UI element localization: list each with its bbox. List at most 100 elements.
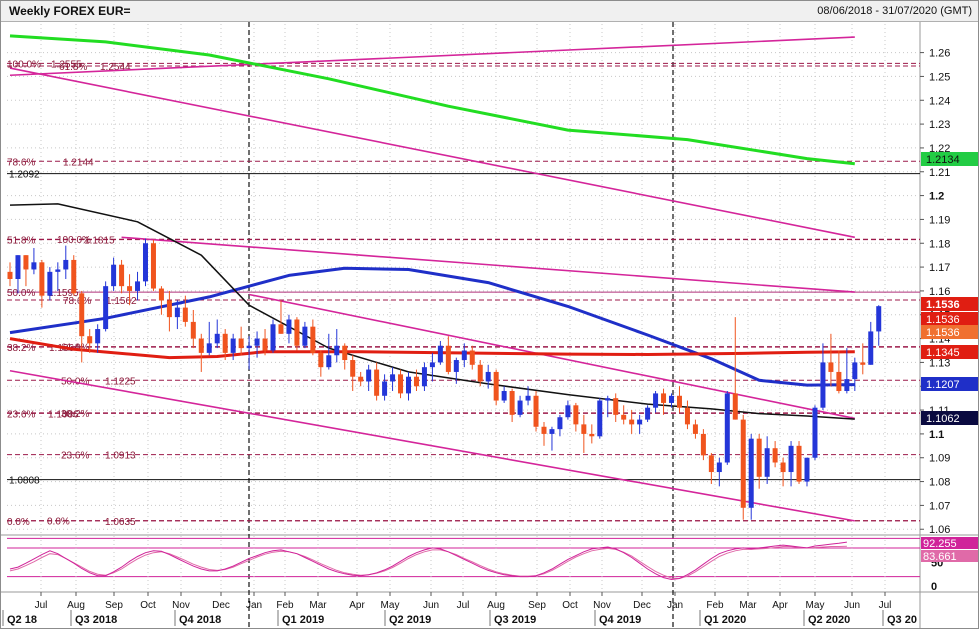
y-tick-label: 1.18 — [929, 238, 950, 250]
oscillator-tag — [921, 550, 978, 562]
candle-body — [525, 395, 531, 401]
price-tag-label: 1.1207 — [926, 379, 960, 391]
candle-body — [820, 362, 826, 408]
price-tag — [921, 411, 978, 425]
candle-body — [772, 448, 778, 463]
oscillator-tag-label: 92.255 — [923, 538, 957, 550]
quarter-label: Q3 2018 — [75, 614, 117, 626]
level-label: 51.8% — [7, 236, 35, 247]
month-label: Jul — [457, 600, 470, 611]
candle-body — [111, 264, 117, 287]
trend-line — [9, 369, 855, 522]
candle-body — [103, 286, 109, 330]
price-tag-label: 1.2134 — [926, 154, 960, 166]
quarter-label: Q4 2018 — [179, 614, 221, 626]
price-tag-label: 1.1062 — [926, 413, 960, 425]
y-tick-label: 1.21 — [929, 167, 950, 179]
candle-body — [63, 259, 69, 270]
candle-body — [549, 429, 555, 434]
moving-average-green — [9, 34, 855, 166]
candle-body — [350, 360, 356, 377]
level-label: 1.1562 — [106, 296, 137, 307]
candle-body — [406, 376, 411, 394]
y-tick-label: 1.17 — [929, 262, 950, 274]
candle-body — [15, 255, 21, 279]
candle-body — [429, 362, 435, 368]
candle-body — [493, 371, 499, 401]
month-label: Oct — [562, 600, 578, 611]
candle-body — [87, 336, 93, 344]
month-label: May — [806, 600, 825, 611]
level-label: 1.1595 — [48, 288, 79, 299]
quarter-label: Q4 2019 — [599, 614, 641, 626]
y-tick-label: 1.26 — [929, 48, 950, 60]
month-label: Apr — [349, 600, 365, 611]
candle-body — [398, 374, 404, 394]
month-label: Mar — [309, 600, 327, 611]
candle-body — [23, 255, 29, 270]
price-tag — [921, 152, 978, 166]
candle-body — [676, 395, 682, 408]
month-label: Mar — [739, 600, 757, 611]
month-label: Dec — [212, 600, 230, 611]
candle-body — [262, 338, 268, 351]
month-label: Dec — [633, 600, 651, 611]
trend-line — [121, 236, 855, 293]
candle-body — [684, 407, 690, 425]
price-tag-label: 1.1536 — [926, 327, 960, 339]
candle-body — [55, 269, 61, 272]
trend-line — [248, 293, 855, 420]
candle-body — [469, 350, 475, 365]
y-tick-label: 1.24 — [929, 95, 950, 107]
candle-body — [812, 407, 818, 458]
candle-body — [278, 324, 284, 334]
trend-line — [9, 36, 855, 77]
level-label: 1.2555 — [51, 59, 82, 70]
candle-body — [310, 326, 316, 353]
y-tick-label: 1.19 — [929, 214, 950, 226]
level-label: 38.2% — [61, 409, 89, 420]
candle-body — [573, 405, 579, 425]
candle-body — [461, 350, 467, 361]
month-label: Jun — [844, 600, 860, 611]
candle-body — [95, 329, 101, 344]
price-tag-label: 1.1345 — [926, 347, 960, 359]
candle-body — [421, 367, 427, 387]
candle-body — [445, 345, 451, 372]
month-label: Jan — [667, 600, 683, 611]
candle-body — [214, 333, 220, 344]
level-label: 61.8% — [59, 62, 87, 73]
level-label: 1.0913 — [105, 451, 136, 462]
level-label: 23.6% — [61, 451, 89, 462]
trend-line — [9, 67, 855, 239]
candle-body — [541, 426, 547, 434]
candle-body — [166, 300, 172, 318]
candle-body — [150, 243, 156, 289]
candle-body — [597, 400, 603, 437]
candle-body — [254, 338, 260, 346]
year-separators — [248, 22, 674, 628]
candle-body — [485, 371, 491, 382]
level-label: 78.6% — [63, 296, 91, 307]
candle-body — [796, 445, 802, 482]
candle-body — [852, 362, 858, 380]
candle-body — [374, 369, 380, 396]
candle-body — [318, 352, 324, 368]
candle-body — [246, 345, 252, 349]
candle-body — [860, 362, 866, 365]
candle-body — [637, 419, 643, 425]
candle-body — [613, 398, 619, 415]
candle-body — [836, 371, 842, 392]
level-label: 1.0808 — [9, 476, 40, 487]
candle-body — [31, 262, 37, 270]
price-tags: 1.15361.15361.15361.13451.12071.10621.21… — [921, 152, 978, 425]
moving-averages — [9, 34, 855, 420]
month-label: Jun — [423, 600, 439, 611]
candle-body — [708, 455, 714, 473]
candle-body — [390, 374, 396, 382]
level-label: 1.1086 — [48, 409, 79, 420]
candle-body — [358, 376, 364, 382]
candle-body — [557, 417, 563, 430]
candle-body — [437, 345, 443, 363]
candle-body — [565, 405, 571, 418]
